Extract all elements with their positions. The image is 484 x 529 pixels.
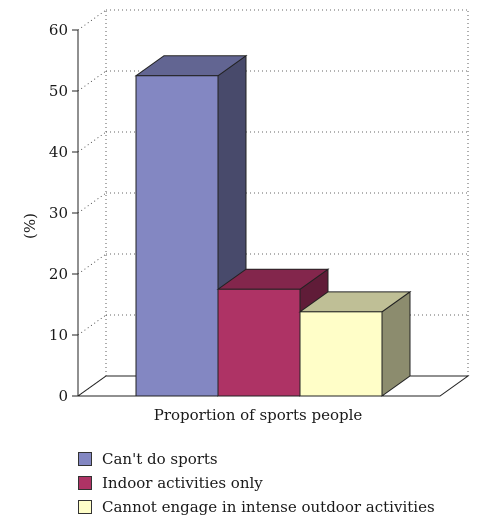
legend-swatch-indoor-activities [78,476,92,490]
bar-chart: 0 10 20 30 40 50 60 (%) Proportion of sports p… [21,9,470,424]
legend-item: Can't do sports [78,447,435,471]
gridline-side [77,131,107,153]
y-tick-label: 20 [49,265,68,283]
gridline-side [77,314,107,336]
gridline-side [77,253,107,275]
bar-front [135,75,219,397]
y-tick-label: 40 [49,143,68,161]
gridline-side [77,9,107,31]
bar-front [217,288,301,397]
legend-label: Can't do sports [102,450,218,468]
y-axis-label: (%) [21,213,39,239]
y-tick-label: 30 [49,204,68,222]
y-tick-label: 0 [58,387,68,405]
chart-bars [134,54,412,397]
legend-swatch-cant-do-sports [78,452,92,466]
legend: Can't do sports Indoor activities only C… [78,447,435,519]
legend-label: Indoor activities only [102,474,263,492]
legend-item: Cannot engage in intense outdoor activit… [78,495,435,519]
gridline-side [77,192,107,214]
legend-label: Cannot engage in intense outdoor activit… [102,498,435,516]
gridline-side [77,70,107,92]
bar-2 [298,290,412,397]
bar-0 [134,54,248,397]
y-tick-label: 50 [49,82,68,100]
x-axis-label: Proportion of sports people [154,406,363,424]
y-tick-label: 10 [49,326,68,344]
y-tick-label: 60 [49,21,68,39]
legend-swatch-no-intense-outdoor [78,500,92,514]
legend-item: Indoor activities only [78,471,435,495]
y-tick-labels: 0 10 20 30 40 50 60 [49,21,68,405]
bar-front [299,311,383,397]
